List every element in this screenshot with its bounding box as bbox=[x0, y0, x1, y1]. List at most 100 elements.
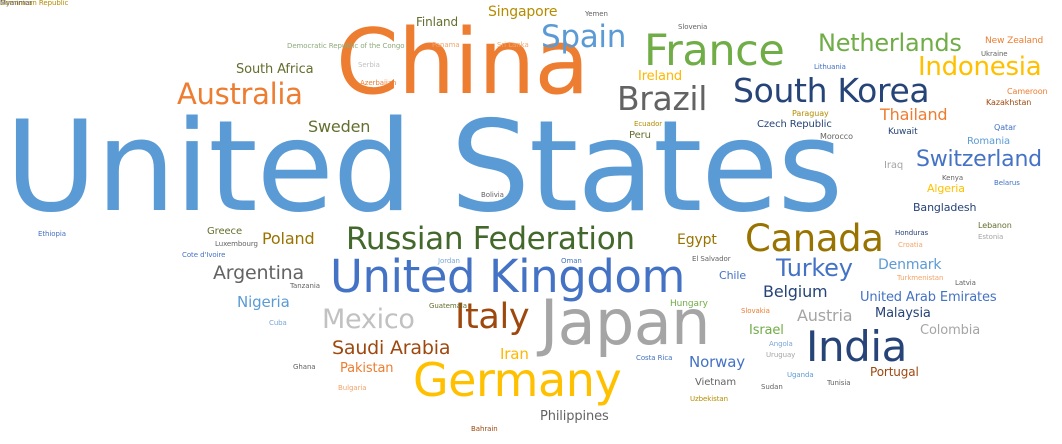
word-united-arab-emirates: United Arab Emirates bbox=[860, 290, 997, 305]
word-spain: Spain bbox=[541, 19, 627, 55]
word-saudi-arabia: Saudi Arabia bbox=[332, 337, 451, 359]
word-united-kingdom: United Kingdom bbox=[330, 250, 685, 303]
word-ukraine: Ukraine bbox=[981, 50, 1008, 58]
word-costa-rica: Costa Rica bbox=[636, 354, 673, 362]
word-egypt: Egypt bbox=[677, 232, 717, 248]
word-vietnam: Vietnam bbox=[695, 377, 736, 388]
word-netherlands: Netherlands bbox=[818, 29, 962, 57]
word-india: India bbox=[806, 322, 907, 371]
word-philippines: Philippines bbox=[540, 409, 609, 424]
word-romania: Romania bbox=[967, 136, 1011, 147]
word-cameroon: Cameroon bbox=[1007, 87, 1048, 96]
word-turkmenistan: Turkmenistan bbox=[897, 274, 944, 282]
word-iraq: Iraq bbox=[884, 160, 904, 171]
word-uganda: Uganda bbox=[787, 371, 814, 379]
word-sri-lanka: Sri Lanka bbox=[497, 41, 529, 49]
word-lithuania: Lithuania bbox=[814, 63, 846, 71]
word-luxembourg: Luxembourg bbox=[215, 240, 258, 248]
word-tanzania: Tanzania bbox=[290, 282, 320, 290]
word-new-zealand: New Zealand bbox=[985, 36, 1044, 46]
word-canada: Canada bbox=[745, 217, 884, 260]
word-cote-d-ivoire: Cote d'Ivoire bbox=[182, 251, 226, 259]
word-finland: Finland bbox=[416, 15, 459, 29]
word-italy: Italy bbox=[455, 297, 530, 337]
word-uzbekistan: Uzbekistan bbox=[690, 395, 728, 403]
word-peru: Peru bbox=[629, 130, 651, 141]
word-bahrain: Bahrain bbox=[471, 425, 498, 433]
word-sudan: Sudan bbox=[761, 383, 783, 391]
word-sweden: Sweden bbox=[308, 117, 371, 136]
word-hungary: Hungary bbox=[670, 299, 708, 309]
word-austria: Austria bbox=[797, 306, 853, 325]
word-tunisia: Tunisia bbox=[827, 379, 851, 387]
word-morocco: Morocco bbox=[820, 132, 853, 141]
word-singapore: Singapore bbox=[488, 4, 558, 20]
word-kenya: Kenya bbox=[942, 174, 964, 182]
word-ethiopia: Ethiopia bbox=[38, 230, 66, 238]
word-france: France bbox=[644, 26, 785, 76]
word-lebanon: Lebanon bbox=[978, 221, 1012, 230]
word-south-korea: South Korea bbox=[733, 71, 930, 110]
word-paraguay: Paraguay bbox=[792, 109, 829, 118]
word-malaysia: Malaysia bbox=[875, 306, 931, 321]
word-azerbaijan: Azerbaijan bbox=[360, 79, 397, 87]
word-croatia: Croatia bbox=[898, 241, 923, 249]
word-oman: Oman bbox=[561, 257, 582, 265]
word-iran: Iran bbox=[500, 345, 529, 363]
word-jordan: Jordan bbox=[438, 257, 460, 265]
word-chile: Chile bbox=[719, 269, 746, 282]
word-cuba: Cuba bbox=[269, 319, 287, 327]
word-myanmar: Myanmar bbox=[0, 0, 33, 7]
word-switzerland: Switzerland bbox=[916, 147, 1042, 172]
word-israel: Israel bbox=[749, 323, 784, 338]
word-serbia: Serbia bbox=[358, 61, 380, 69]
word-argentina: Argentina bbox=[213, 262, 304, 284]
word-estonia: Estonia bbox=[978, 233, 1004, 241]
word-honduras: Honduras bbox=[895, 229, 929, 237]
word-panama: Panama bbox=[432, 41, 460, 49]
word-ecuador: Ecuador bbox=[634, 120, 663, 128]
word-slovakia: Slovakia bbox=[741, 307, 770, 315]
word-indonesia: Indonesia bbox=[918, 52, 1042, 82]
word-nigeria: Nigeria bbox=[237, 293, 290, 311]
word-belgium: Belgium bbox=[763, 282, 828, 301]
word-bulgaria: Bulgaria bbox=[338, 384, 367, 392]
word-latvia: Latvia bbox=[955, 279, 976, 287]
word-algeria: Algeria bbox=[927, 182, 965, 195]
word-japan: Japan bbox=[540, 286, 710, 359]
word-thailand: Thailand bbox=[880, 105, 948, 124]
word-bangladesh: Bangladesh bbox=[913, 201, 977, 214]
word-china: China bbox=[336, 10, 589, 115]
word-el-salvador: El Salvador bbox=[692, 255, 731, 263]
word-bolivia: Bolivia bbox=[481, 191, 504, 199]
word-czech-republic: Czech Republic bbox=[757, 119, 832, 130]
word-guatemala: Guatemala bbox=[429, 302, 467, 310]
word-poland: Poland bbox=[262, 229, 315, 248]
word-mexico: Mexico bbox=[322, 304, 415, 335]
word-colombia: Colombia bbox=[920, 323, 981, 338]
word-pakistan: Pakistan bbox=[340, 361, 394, 376]
word-kazakhstan: Kazakhstan bbox=[986, 98, 1032, 107]
word-slovenia: Slovenia bbox=[678, 23, 708, 31]
word-ireland: Ireland bbox=[638, 69, 683, 84]
word-brazil: Brazil bbox=[617, 79, 708, 118]
word-germany: Germany bbox=[413, 353, 622, 407]
word-angola: Angola bbox=[769, 340, 793, 348]
word-norway: Norway bbox=[689, 353, 746, 371]
word-qatar: Qatar bbox=[994, 123, 1017, 132]
word-portugal: Portugal bbox=[870, 365, 919, 379]
word-democratic-republic-of-the-congo: Democratic Republic of the Congo bbox=[287, 42, 405, 50]
word-greece: Greece bbox=[207, 226, 242, 237]
word-dominican-republic: Dominican Republic bbox=[0, 0, 69, 7]
word-yemen: Yemen bbox=[585, 10, 608, 18]
word-ghana: Ghana bbox=[293, 363, 316, 371]
word-south-africa: South Africa bbox=[236, 62, 314, 77]
word-australia: Australia bbox=[177, 77, 303, 111]
word-belarus: Belarus bbox=[994, 179, 1020, 187]
word-denmark: Denmark bbox=[878, 257, 942, 273]
word-russian-federation: Russian Federation bbox=[346, 221, 635, 257]
word-kuwait: Kuwait bbox=[888, 127, 918, 137]
word-turkey: Turkey bbox=[776, 254, 853, 282]
word-united-states: United States bbox=[5, 93, 843, 240]
